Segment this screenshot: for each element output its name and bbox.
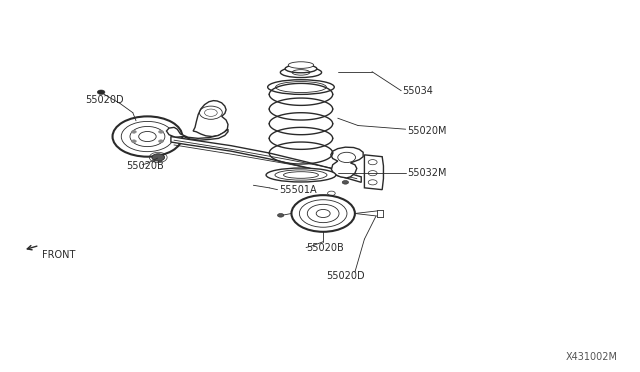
Text: 55034: 55034: [403, 86, 433, 96]
Circle shape: [131, 131, 136, 133]
Circle shape: [159, 140, 163, 142]
Ellipse shape: [288, 62, 314, 68]
Text: 55020M: 55020M: [408, 126, 447, 136]
Ellipse shape: [280, 67, 321, 77]
Text: X431002M: X431002M: [566, 352, 618, 362]
Text: 55020D: 55020D: [85, 95, 124, 105]
Circle shape: [152, 154, 164, 161]
Text: FRONT: FRONT: [42, 250, 76, 260]
Polygon shape: [171, 137, 361, 182]
Ellipse shape: [285, 65, 317, 73]
Text: 55032M: 55032M: [408, 168, 447, 178]
Ellipse shape: [276, 81, 326, 93]
Circle shape: [131, 140, 136, 142]
Text: 55020D: 55020D: [326, 271, 365, 281]
Polygon shape: [166, 127, 228, 140]
Text: 55020B: 55020B: [306, 243, 344, 253]
Circle shape: [159, 131, 163, 133]
Circle shape: [278, 214, 284, 217]
Polygon shape: [331, 147, 363, 178]
Polygon shape: [193, 100, 228, 137]
Ellipse shape: [275, 170, 327, 180]
Ellipse shape: [268, 80, 334, 94]
Circle shape: [97, 90, 105, 94]
Circle shape: [342, 180, 349, 184]
Polygon shape: [364, 155, 383, 190]
Ellipse shape: [266, 168, 336, 182]
Text: 55501A: 55501A: [279, 185, 316, 195]
Text: 55020B: 55020B: [127, 161, 164, 171]
